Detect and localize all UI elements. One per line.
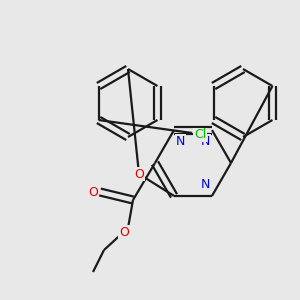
Text: O: O <box>119 226 129 238</box>
Text: Cl: Cl <box>194 128 206 142</box>
Text: N: N <box>201 178 210 191</box>
Text: N: N <box>201 135 210 148</box>
Text: N: N <box>176 135 185 148</box>
Text: O: O <box>134 167 144 181</box>
Text: O: O <box>88 185 98 199</box>
